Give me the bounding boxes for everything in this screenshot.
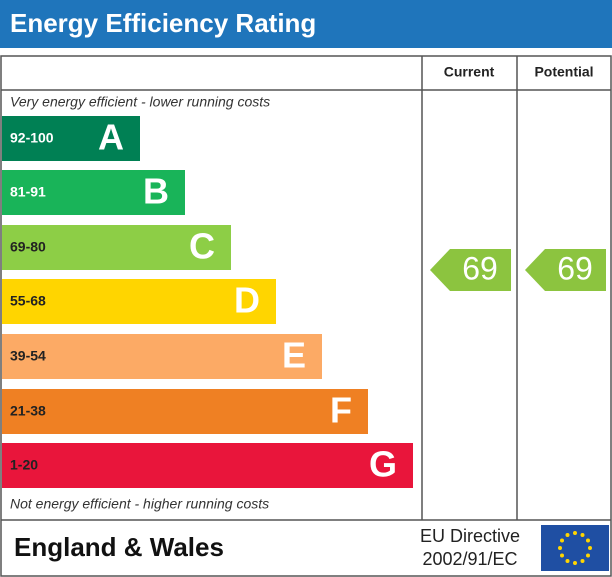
eu-star	[558, 546, 562, 550]
band-bar	[2, 334, 322, 379]
eu-star	[573, 561, 577, 565]
current-arrow	[430, 249, 511, 291]
band-bar	[2, 116, 140, 161]
band-range: 55-68	[10, 293, 46, 309]
band-range: 69-80	[10, 239, 46, 255]
band-bar	[2, 170, 185, 215]
band-range: 81-91	[10, 184, 46, 200]
eu-star	[588, 546, 592, 550]
band-bar	[2, 279, 276, 324]
band-range: 92-100	[10, 130, 54, 146]
band-letter: F	[330, 390, 352, 431]
band-letter: D	[234, 280, 260, 321]
band-range: 21-38	[10, 403, 46, 419]
current-rating: 69	[462, 250, 498, 286]
eu-star	[585, 553, 590, 558]
column-header: Potential	[534, 64, 593, 80]
eu-star	[565, 533, 570, 538]
band-letter: E	[282, 335, 306, 376]
bottom-note: Not energy efficient - higher running co…	[10, 496, 269, 512]
band-letter: B	[143, 171, 169, 212]
band-bar	[2, 389, 368, 434]
directive: EU Directive	[420, 526, 520, 546]
potential-rating: 69	[557, 250, 593, 286]
eu-star	[560, 553, 565, 558]
column-header: Current	[444, 64, 495, 80]
region: England & Wales	[14, 532, 224, 562]
potential-arrow	[525, 249, 606, 291]
eu-star	[580, 533, 585, 538]
eu-star	[565, 558, 570, 563]
title-bar	[0, 0, 612, 48]
band-bar	[2, 443, 413, 488]
band-letter: C	[189, 226, 215, 267]
band-range: 1-20	[10, 457, 38, 473]
eu-star	[560, 538, 565, 543]
band-range: 39-54	[10, 348, 46, 364]
top-note: Very energy efficient - lower running co…	[10, 94, 270, 110]
eu-stars	[558, 531, 592, 565]
band-letter: A	[98, 117, 124, 158]
eu-star	[585, 538, 590, 543]
band-bar	[2, 225, 231, 270]
band-letter: G	[369, 444, 397, 485]
directive: 2002/91/EC	[422, 549, 517, 569]
eu-star	[573, 531, 577, 535]
eu-star	[580, 558, 585, 563]
title: Energy Efficiency Rating	[10, 8, 316, 38]
